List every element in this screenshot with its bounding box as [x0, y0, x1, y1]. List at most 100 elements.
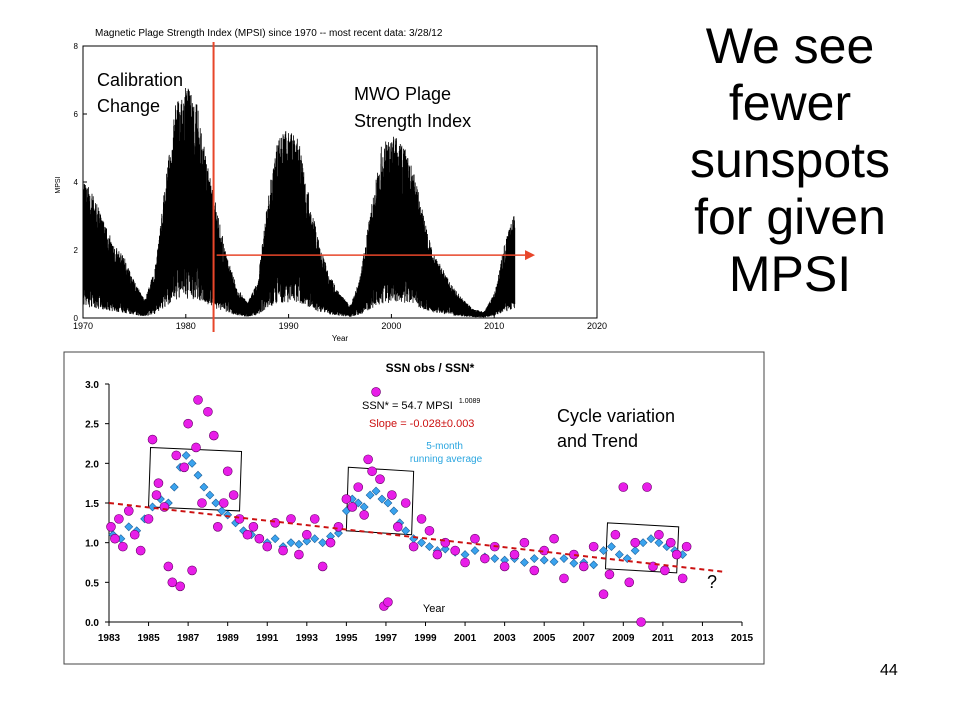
ssn-y-tick-label: 0.0 [85, 618, 99, 629]
mpsi-x-tick-label: 2010 [484, 321, 504, 331]
ssn-diamond-point [181, 450, 191, 460]
ssn-circle-point [677, 573, 688, 584]
ssn-circle-point [325, 537, 336, 548]
ssn-circle-point [209, 430, 219, 441]
ssn-circle-point [630, 537, 640, 548]
ssn-circle-point [604, 569, 615, 580]
mpsi-y-label: MPSI [55, 176, 62, 193]
mpsi-y-tick-label: 0 [74, 314, 79, 323]
mpsi-x-tick-label: 2000 [381, 321, 401, 331]
ssn-circle-point [359, 510, 369, 520]
ssn-diamond-point [401, 526, 411, 536]
ssn-circle-point [375, 474, 385, 485]
ssn-diamond-point [389, 506, 399, 516]
ssn-diamond-point [377, 494, 387, 504]
ssn-circle-point [642, 482, 652, 492]
ssn-diamond-point [470, 546, 480, 556]
ssn-x-tick-label: 1989 [217, 633, 240, 644]
ssn-circle-point [598, 589, 609, 600]
mpsi-x-tick-label: 1990 [279, 321, 299, 331]
calibration-label-line: Calibration [97, 70, 183, 90]
ssn-diamond-point [425, 542, 434, 552]
mpsi-x-ticks: 1970 1980 1990 2000 2010 2020 [73, 314, 607, 331]
calibration-label: Calibration Change [97, 70, 188, 116]
ssn-circle-point [135, 545, 146, 556]
ssn-circle-point [480, 553, 490, 564]
cycle-trend-label: Cycle variation and Trend [557, 406, 680, 451]
ssn-circle-point [618, 482, 629, 492]
ssn-circle-point [191, 442, 201, 453]
ssn-circle-point [549, 533, 559, 544]
ssn-circle-point [193, 395, 203, 405]
ssn-circle-point [610, 529, 621, 540]
ssn-circle-point [367, 466, 377, 477]
title-line: for given [694, 189, 886, 245]
ssn-circle-point [222, 466, 233, 477]
title-line: fewer [728, 75, 852, 131]
ssn-formula: SSN* = 54.7 MPSI 1.0089 [362, 398, 480, 412]
title-line: We see [705, 18, 875, 74]
ssn-slope: Slope = -0.028±0.003 [369, 418, 474, 430]
ssn-diamond-point [569, 558, 579, 568]
ssn-chart-title: SSN obs / SSN* [386, 361, 475, 375]
ssn-diamond-point [270, 534, 280, 544]
ssn-circle-point [578, 561, 589, 572]
ssn-y-ticks: 0.0 0.5 1.0 1.5 2.0 2.5 3.0 [85, 380, 109, 629]
ssn-x-tick-label: 1983 [98, 633, 121, 644]
ssn-circle-point [309, 514, 320, 524]
ssn-circle-point [286, 514, 296, 524]
ssn-circle-point [151, 490, 162, 500]
ssn-diamond-point [211, 498, 221, 508]
ssn-diamond-point [654, 538, 664, 548]
ssn-circle-point [187, 565, 197, 576]
ssn-chart: SSN obs / SSN* 1983 1985 1987 1989 1991 1993 1… [63, 351, 765, 665]
ssn-running-average-line: running average [410, 454, 483, 465]
ssn-circle-point [197, 498, 207, 508]
ssn-diamond-point [318, 538, 328, 548]
ssn-circle-point [163, 561, 174, 572]
ssn-formula-exponent: 1.0089 [459, 398, 481, 405]
ssn-diamond-point [614, 550, 624, 559]
ssn-diamond-point [607, 542, 616, 552]
ssn-circle-point [118, 541, 128, 552]
ssn-x-tick-label: 2011 [652, 633, 674, 644]
ssn-circle-point [171, 450, 182, 461]
ssn-diamond-point [589, 560, 599, 570]
mpsi-chart-title: Magnetic Plage Strength Index (MPSI) sin… [95, 28, 443, 39]
ssn-circle-point [203, 406, 213, 417]
mpsi-reference-arrowhead [525, 250, 536, 261]
ssn-x-tick-label: 2003 [494, 633, 517, 644]
ssn-circle-point [408, 541, 419, 552]
cycle-trend-label-line: and Trend [557, 431, 638, 451]
ssn-circle-point [400, 498, 411, 508]
ssn-circle-point [317, 561, 328, 572]
ssn-diamond-point [310, 534, 320, 544]
ssn-formula-text: SSN* = 54.7 MPSI [362, 400, 453, 412]
ssn-running-average-line: 5-month [426, 441, 463, 452]
ssn-circle-point [660, 565, 670, 576]
ssn-circle-point [228, 490, 239, 500]
ssn-circle-point [262, 541, 273, 552]
ssn-circle-point [353, 482, 364, 492]
ssn-circle-point [302, 529, 312, 540]
ssn-y-tick-label: 2.5 [85, 420, 99, 431]
mpsi-y-tick-label: 6 [74, 110, 79, 119]
ssn-circle-point [278, 545, 288, 556]
ssn-diamond-point [630, 546, 640, 556]
ssn-circle-point [175, 581, 186, 592]
question-mark: ? [707, 572, 717, 592]
ssn-cycle-box [148, 446, 243, 512]
ssn-x-tick-label: 2005 [533, 633, 556, 644]
ssn-circle-point [218, 498, 229, 508]
ssn-trend-line [108, 502, 727, 574]
ssn-y-tick-label: 1.0 [85, 539, 99, 550]
ssn-x-label: Year [423, 603, 446, 615]
ssn-x-tick-label: 2015 [731, 633, 754, 644]
ssn-circle-point [341, 494, 352, 504]
ssn-circle-point [383, 597, 393, 607]
ssn-diamond-point [559, 554, 569, 563]
ssn-circle-point [371, 387, 381, 397]
ssn-circle-point [114, 514, 124, 524]
ssn-circle-point [509, 549, 520, 560]
plage-label-line: MWO Plage [354, 84, 451, 104]
